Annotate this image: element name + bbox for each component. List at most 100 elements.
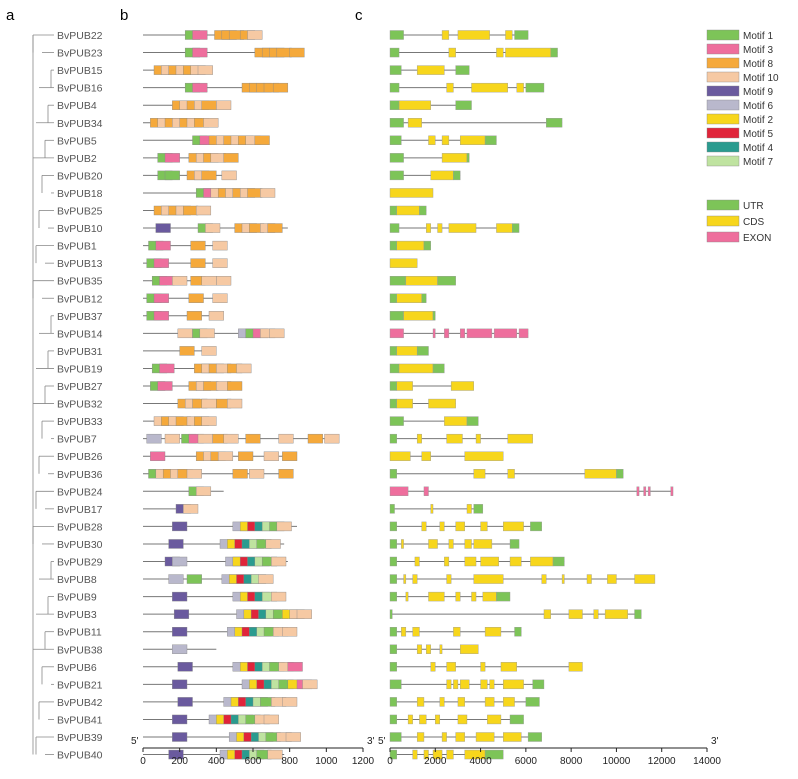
gene-label: BvPUB24 bbox=[57, 486, 103, 498]
structure-box-cds bbox=[398, 100, 431, 110]
structure-box-cds bbox=[505, 47, 551, 58]
gene-label: BvPUB19 bbox=[57, 363, 103, 375]
structure-box-cds bbox=[396, 381, 413, 391]
structure-box-cds bbox=[484, 697, 495, 707]
structure-box-cds bbox=[471, 591, 477, 602]
structure-box-cds bbox=[634, 574, 656, 584]
motif-box-m10 bbox=[195, 486, 212, 496]
structure-box-exon bbox=[518, 328, 529, 339]
gene-label: BvPUB42 bbox=[57, 697, 103, 709]
legend-swatch-m5 bbox=[706, 127, 740, 139]
structure-box-utr bbox=[466, 416, 479, 426]
gene-label: BvPUB17 bbox=[57, 504, 103, 516]
legend-label-m5: Motif 5 bbox=[743, 129, 773, 140]
motif-axis-start: 5' bbox=[131, 736, 139, 747]
motif-box-m10 bbox=[278, 433, 294, 444]
structure-box-utr bbox=[389, 346, 397, 356]
structure-box-cds bbox=[396, 398, 413, 409]
motif-box-m10 bbox=[172, 276, 188, 286]
structure-box-cds bbox=[480, 556, 499, 567]
motif-box-m10 bbox=[186, 469, 202, 479]
structure-box-utr bbox=[525, 82, 545, 93]
panel-label-c: c bbox=[355, 7, 363, 24]
structure-axis-start: 5' bbox=[378, 736, 386, 747]
motif-box-m8 bbox=[267, 223, 283, 233]
structure-box-utr bbox=[389, 697, 397, 707]
structure-box-utr bbox=[514, 627, 522, 637]
motif-box-m10 bbox=[216, 100, 232, 110]
structure-box-cds bbox=[593, 609, 599, 619]
structure-box-cds bbox=[446, 433, 463, 444]
gene-label: BvPUB7 bbox=[57, 434, 97, 446]
structure-box-cds bbox=[500, 662, 518, 672]
legends: Motif 1 Motif 3 Motif 8 Motif 10 Motif 9 Moti… bbox=[706, 29, 779, 244]
structure-box-cds bbox=[496, 47, 504, 58]
structure-box-utr bbox=[466, 153, 470, 163]
structure-box-utr bbox=[389, 714, 397, 725]
motif-box-m8 bbox=[201, 100, 217, 110]
motif-box-m8 bbox=[247, 188, 263, 198]
motif-box-m8 bbox=[278, 469, 294, 479]
motif-box-m10 bbox=[183, 504, 199, 514]
structure-box-cds bbox=[396, 205, 420, 216]
structure-box-utr bbox=[389, 153, 404, 163]
structure-box-utr bbox=[437, 276, 456, 286]
structure-box-cds bbox=[503, 521, 524, 532]
structure-box-utr bbox=[389, 521, 397, 532]
gene-label: BvPUB38 bbox=[57, 644, 103, 656]
structure-box-utr bbox=[389, 469, 397, 479]
structure-box-utr bbox=[389, 644, 397, 654]
gene-label: BvPUB35 bbox=[57, 276, 103, 288]
motif-box-m1 bbox=[164, 170, 180, 181]
structure-box-cds bbox=[459, 135, 486, 146]
structure-box-utr bbox=[389, 276, 407, 286]
structure-box-cds bbox=[484, 627, 502, 637]
structure-box-utr bbox=[530, 521, 542, 532]
structure-box-cds bbox=[403, 574, 407, 584]
structure-box-exon bbox=[389, 328, 404, 339]
gene-label: BvPUB28 bbox=[57, 521, 103, 533]
structure-box-cds bbox=[586, 574, 592, 584]
motif-box-m8 bbox=[307, 433, 323, 444]
structure-box-utr bbox=[389, 118, 404, 128]
structure-box-utr bbox=[389, 47, 400, 58]
structure-tick-label: 0 bbox=[387, 756, 393, 767]
structure-box-utr bbox=[389, 205, 397, 216]
structure-box-cds bbox=[446, 662, 456, 672]
motif-box-m10 bbox=[197, 65, 213, 75]
legend-label-m3: Motif 3 bbox=[743, 45, 773, 56]
motif-box-m10 bbox=[212, 240, 228, 251]
structure-box-cds bbox=[401, 627, 407, 637]
legend-swatch-m3 bbox=[706, 43, 740, 55]
structure-box-cds bbox=[543, 609, 551, 619]
structure-box-cds bbox=[419, 714, 427, 725]
gene-label: BvPUB13 bbox=[57, 258, 103, 270]
structure-box-cds bbox=[541, 574, 547, 584]
structure-box-utr bbox=[389, 574, 397, 584]
structure-box-cds bbox=[426, 223, 431, 233]
motif-box-m8 bbox=[282, 451, 298, 461]
structure-box-utr bbox=[634, 609, 642, 619]
legend-label-exon: EXON bbox=[743, 233, 771, 244]
structure-box-cds bbox=[398, 363, 434, 374]
structure-box-cds bbox=[428, 539, 438, 549]
structure-box-utr bbox=[423, 240, 431, 251]
motif-box-m3 bbox=[159, 276, 175, 286]
motif-box-m8 bbox=[227, 381, 243, 391]
gene-label: BvPUB40 bbox=[57, 750, 103, 762]
structure-box-utr bbox=[389, 627, 397, 637]
structure-box-cds bbox=[446, 679, 452, 690]
structure-box-cds bbox=[405, 591, 409, 602]
structure-box-cds bbox=[489, 679, 495, 690]
panel-label-a: a bbox=[6, 7, 15, 24]
structure-box-cds bbox=[412, 749, 418, 760]
structure-box-cds bbox=[509, 556, 522, 567]
structure-box-cds bbox=[459, 644, 479, 654]
motif-box-m9 bbox=[172, 591, 188, 602]
motif-box-m10 bbox=[285, 732, 301, 742]
motif-box-m10 bbox=[199, 328, 215, 339]
structure-box-utr bbox=[389, 591, 397, 602]
motif-box-m8 bbox=[245, 433, 261, 444]
gene-label: BvPUB8 bbox=[57, 574, 97, 586]
motif-box-m10 bbox=[217, 451, 234, 461]
